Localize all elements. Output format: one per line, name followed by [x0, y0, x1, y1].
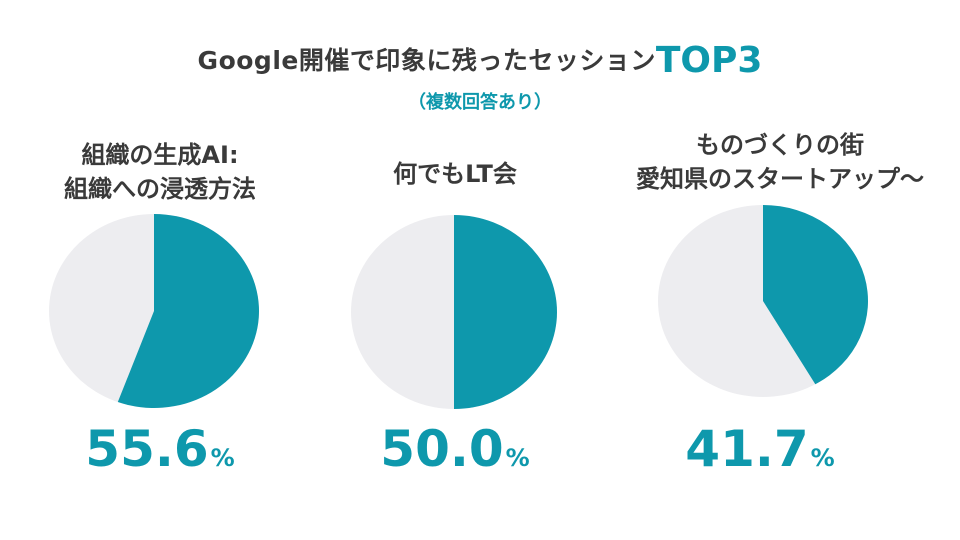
percent-sign: % — [505, 444, 530, 472]
pie-slice-value — [763, 205, 868, 385]
pie-panel-1: 組織の生成AI: 組織への浸透方法 55.6% — [0, 0, 320, 540]
percent-value: 55.6 — [85, 420, 209, 478]
panel-title-line: ものづくりの街 — [696, 131, 864, 159]
panel-title-line: 何でもLT会 — [393, 160, 517, 188]
percent-value: 41.7 — [685, 420, 809, 478]
panel-title: ものづくりの街 愛知県のスタートアップ〜 — [620, 128, 940, 196]
pie-panel-3: ものづくりの街 愛知県のスタートアップ〜 41.7% — [620, 0, 940, 540]
panel-title-line: 組織への浸透方法 — [64, 175, 256, 203]
pie-slice-value — [454, 215, 557, 409]
pie-slice-value — [117, 214, 259, 408]
pie-chart — [658, 205, 868, 397]
pie-panel-2: 何でもLT会 50.0% — [295, 0, 615, 540]
title-accent: TOP3 — [655, 40, 763, 81]
chart-subtitle: （複数回答あり） — [408, 92, 552, 113]
pie-chart — [49, 214, 259, 408]
percent-sign: % — [810, 444, 835, 472]
pie-value-label: 41.7% — [600, 420, 920, 478]
percent-sign: % — [210, 444, 235, 472]
panel-title-line: 組織の生成AI: — [81, 141, 239, 169]
panel-title: 組織の生成AI: 組織への浸透方法 — [0, 138, 320, 206]
pie-chart — [351, 215, 557, 409]
panel-title: 何でもLT会 — [295, 157, 615, 191]
percent-value: 50.0 — [380, 420, 504, 478]
title-prefix: Google開催で印象に残ったセッション — [197, 46, 656, 75]
pie-value-label: 55.6% — [0, 420, 320, 478]
chart-title: Google開催で印象に残ったセッションTOP3 — [0, 40, 960, 81]
panel-title-line: 愛知県のスタートアップ〜 — [636, 165, 924, 193]
pie-value-label: 50.0% — [295, 420, 615, 478]
